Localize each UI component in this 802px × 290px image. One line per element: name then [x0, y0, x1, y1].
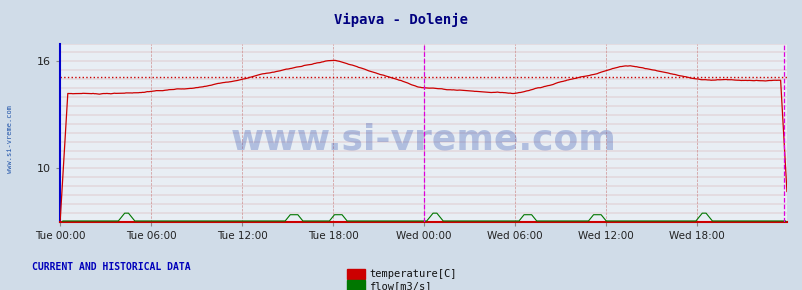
Text: Vipava - Dolenje: Vipava - Dolenje [334, 13, 468, 27]
Text: flow[m3/s]: flow[m3/s] [369, 281, 431, 290]
Text: temperature[C]: temperature[C] [369, 269, 456, 279]
Text: CURRENT AND HISTORICAL DATA: CURRENT AND HISTORICAL DATA [32, 262, 191, 272]
Text: www.si-vreme.com: www.si-vreme.com [7, 105, 14, 173]
Text: www.si-vreme.com: www.si-vreme.com [230, 123, 616, 157]
